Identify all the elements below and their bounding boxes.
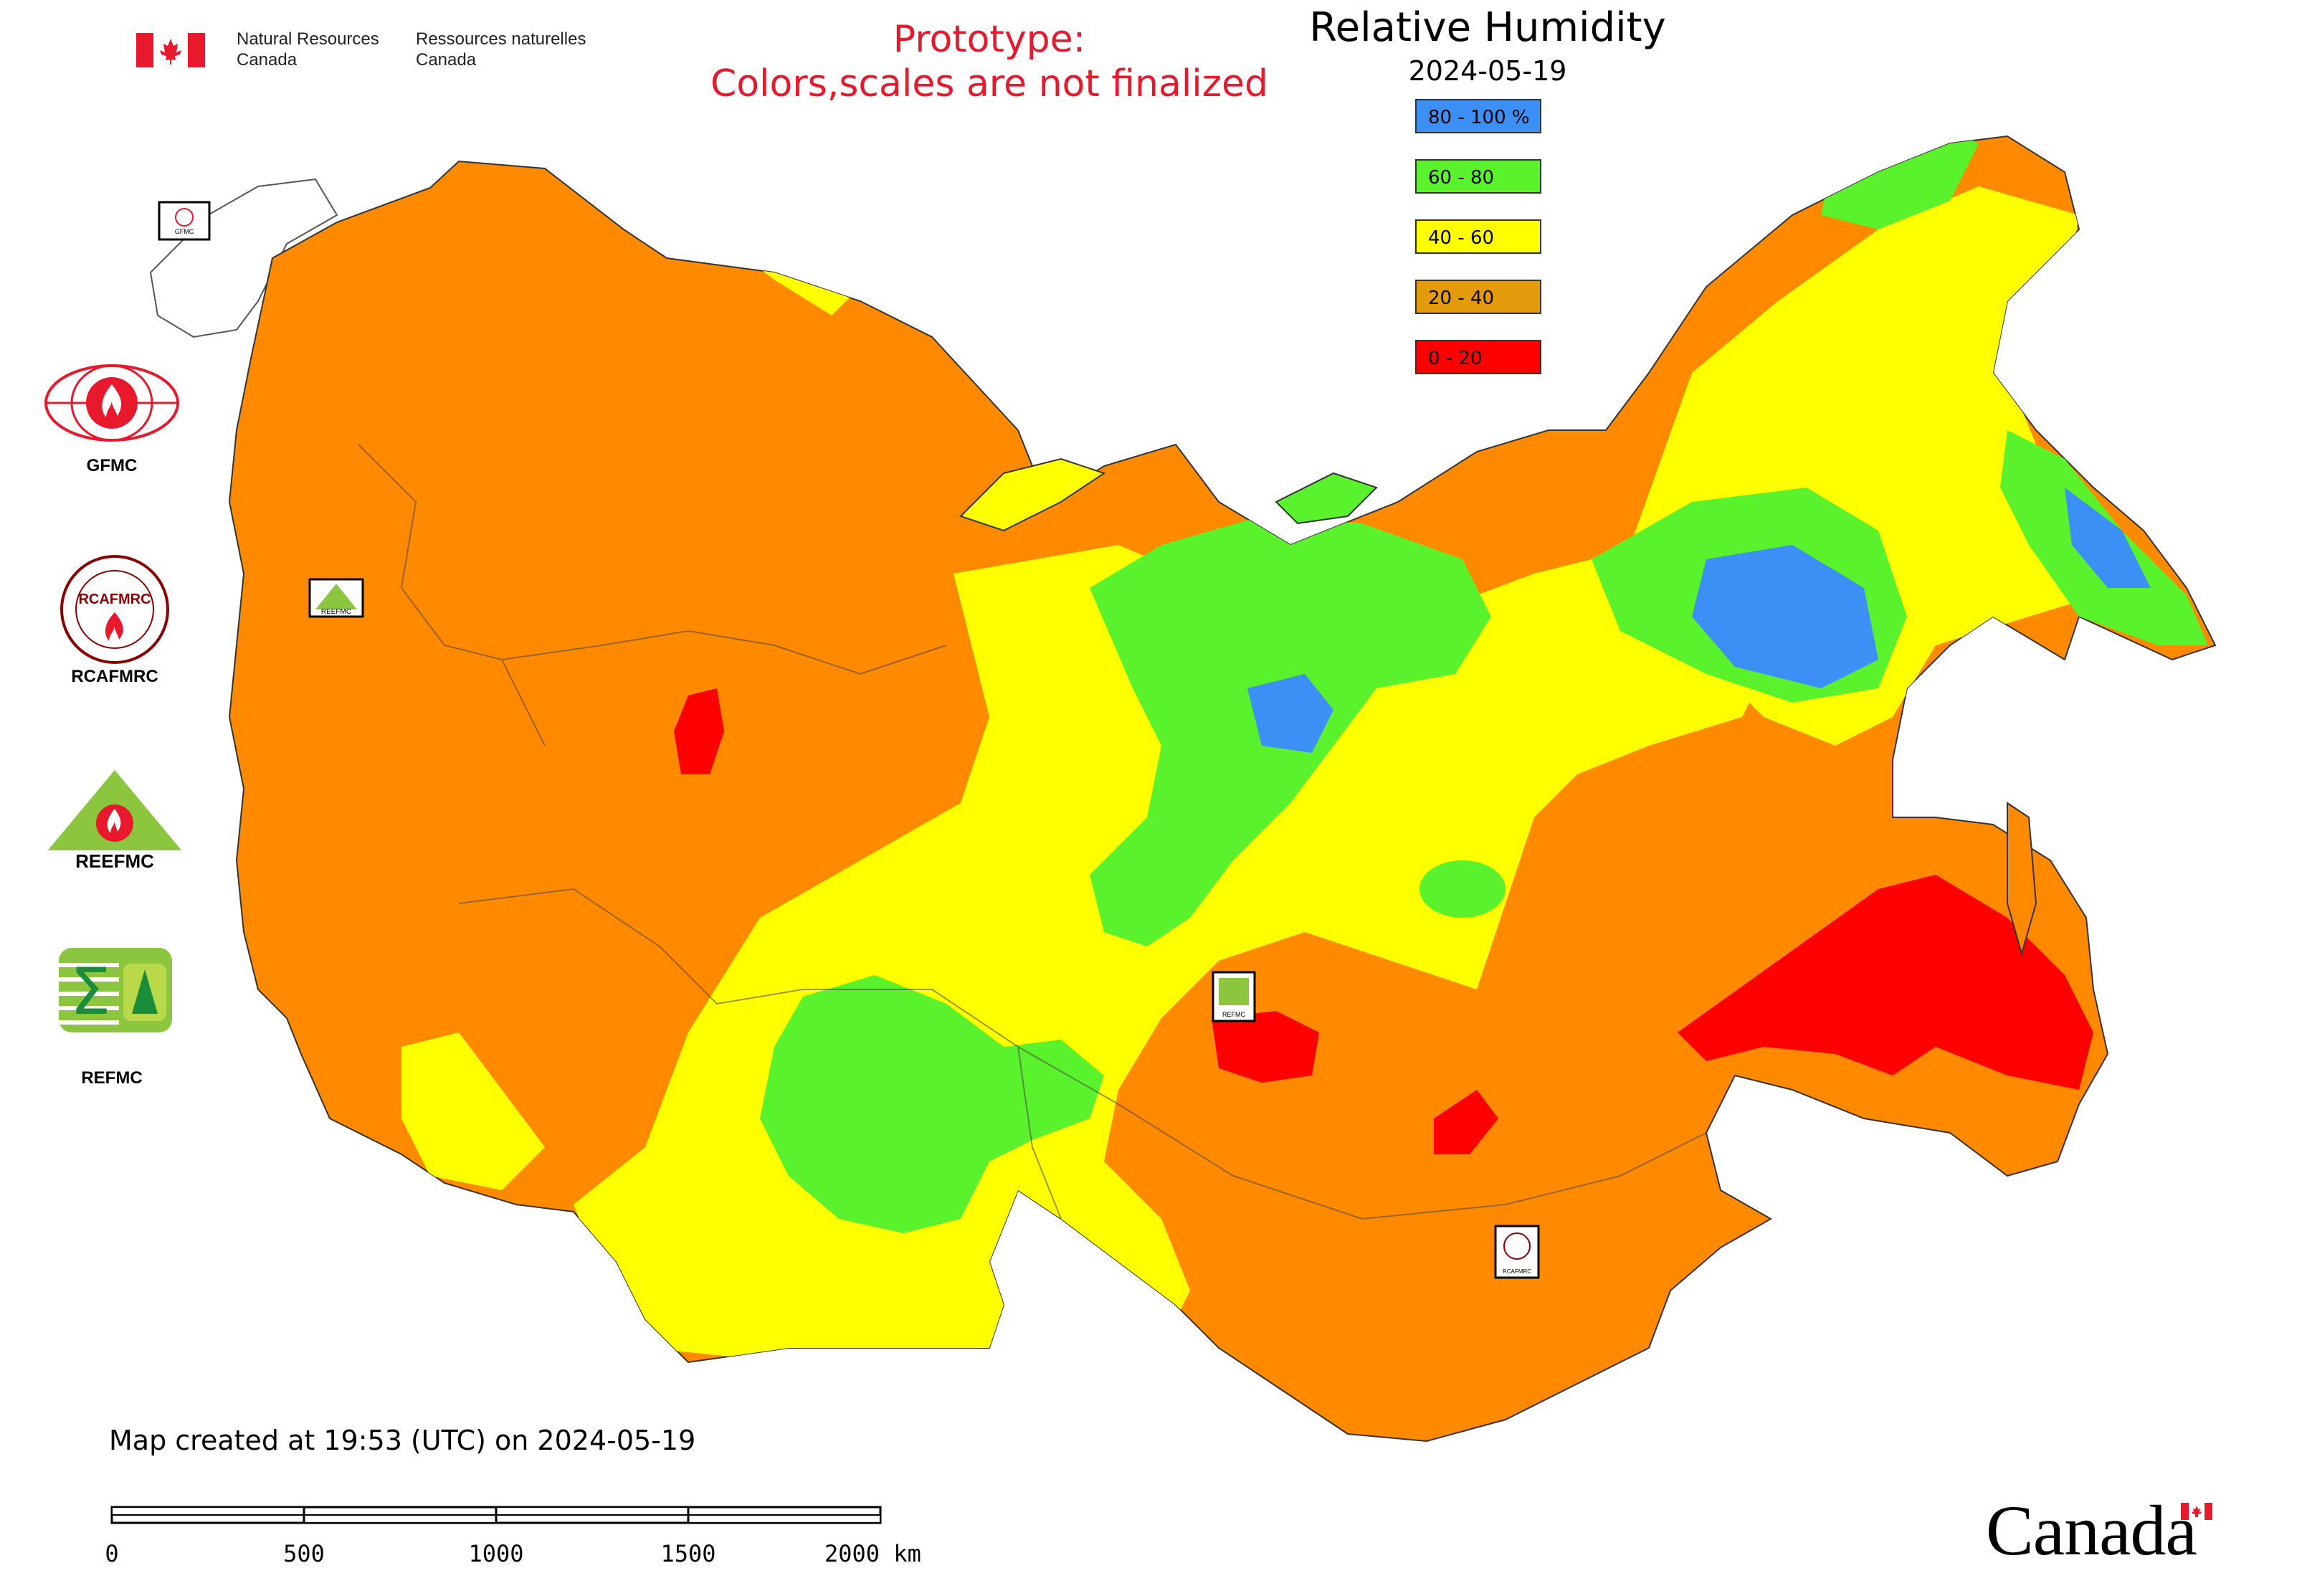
legend: 80 - 100 % 60 - 80 40 - 60 20 - 40 0 - 2… — [1415, 99, 1549, 400]
legend-item-60-80: 60 - 80 — [1415, 159, 1541, 194]
scale-tick-1500: 1500 — [660, 1540, 716, 1567]
zone-80-100-west-siberia — [1247, 674, 1333, 753]
rcafmrc-caption: RCAFMRC — [71, 667, 158, 686]
marker-rcafmrc[interactable]: RCAFMRC — [1494, 1225, 1540, 1279]
scale-bar: 0 500 1000 1500 2000 km — [105, 1501, 921, 1567]
zone-0-20-transbaikal — [1434, 1090, 1498, 1154]
nrcan-signature: Natural Resources Canada Ressources natu… — [136, 27, 609, 77]
scale-tick-1000: 1000 — [468, 1540, 524, 1567]
reefmc-logo[interactable]: REEFMC — [36, 764, 194, 872]
refmc-logo[interactable]: Σ — [54, 944, 176, 1037]
reefmc-logo-icon: REEFMC — [43, 770, 186, 872]
zone-80-100-yakutia — [1692, 545, 1878, 688]
novaya-zemlya — [959, 457, 1106, 532]
severnaya-zemlya — [1275, 472, 1378, 525]
prototype-notice-line2: Colors,scales are not finalized — [710, 62, 1269, 105]
zone-60-80-small-blob — [1419, 860, 1506, 918]
scale-tick-2000: 2000 km — [824, 1540, 921, 1567]
svg-text:Σ: Σ — [70, 954, 111, 1030]
zone-0-20-amur — [1678, 875, 2093, 1090]
border-lines — [358, 444, 1707, 1220]
canada-wordmark: Canada — [1986, 1491, 2197, 1570]
marker-reefmc[interactable]: REEFMC — [308, 578, 364, 618]
prototype-notice: Prototype: Colors,scales are not finaliz… — [645, 17, 1333, 106]
gfmc-caption: GFMC — [86, 456, 138, 475]
refmc-logo-icon: Σ — [59, 948, 172, 1032]
legend-item-80-100: 80 - 100 % — [1415, 99, 1541, 133]
svg-text:RCAFMRC: RCAFMRC — [78, 592, 151, 607]
zone-40-60-southwest — [401, 1032, 545, 1190]
fennoscandia-outline — [149, 178, 338, 338]
marker-rcafmrc-label: RCAFMRC — [1503, 1268, 1531, 1275]
refmc-caption: REFMC — [81, 1068, 143, 1088]
zone-80-100-kamchatka — [2065, 488, 2151, 588]
rcafmrc-logo[interactable]: RCAFMRC — [57, 552, 172, 667]
org-name-fr: Ressources naturelles Canada — [416, 29, 586, 70]
zone-0-20-volga — [674, 688, 724, 774]
legend-item-0-20: 0 - 20 — [1415, 340, 1541, 374]
marker-refmc[interactable]: REFMC — [1212, 971, 1256, 1022]
zone-60-80-kazakhstan — [760, 975, 1104, 1233]
scale-tick-0: 0 — [105, 1540, 119, 1567]
marker-gfmc-label: GFMC — [175, 228, 194, 235]
canada-wordmark-flag-icon — [2181, 1503, 2212, 1520]
rcafmrc-logo-icon: RCAFMRC — [60, 555, 169, 664]
marker-reefmc-label: REEFMC — [321, 608, 351, 616]
prototype-notice-line1: Prototype: — [893, 18, 1086, 61]
legend-title: Relative Humidity — [1309, 4, 1666, 51]
legend-date: 2024-05-19 — [1408, 55, 1567, 87]
sakhalin — [2007, 802, 2037, 956]
gfmc-logo-icon — [44, 364, 179, 442]
zone-0-20-baikal — [1212, 1011, 1319, 1083]
org-name-en: Natural Resources Canada — [237, 29, 379, 70]
marker-refmc-label: REFMC — [1222, 1011, 1245, 1018]
legend-item-20-40: 20 - 40 — [1415, 280, 1541, 314]
reefmc-wordmark: REEFMC — [75, 850, 154, 872]
map-created-text: Map created at 19:53 (UTC) on 2024-05-19 — [109, 1425, 696, 1456]
canada-flag-icon — [136, 33, 205, 67]
legend-item-40-60: 40 - 60 — [1415, 219, 1541, 254]
scale-bar-graphic — [110, 1506, 882, 1524]
scale-tick-500: 500 — [283, 1540, 325, 1567]
gfmc-logo[interactable] — [40, 358, 184, 452]
marker-gfmc[interactable]: GFMC — [158, 201, 211, 241]
